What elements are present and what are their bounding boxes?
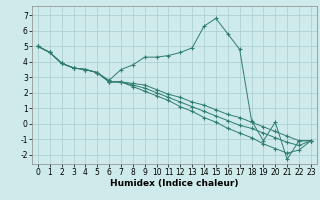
X-axis label: Humidex (Indice chaleur): Humidex (Indice chaleur) bbox=[110, 179, 239, 188]
